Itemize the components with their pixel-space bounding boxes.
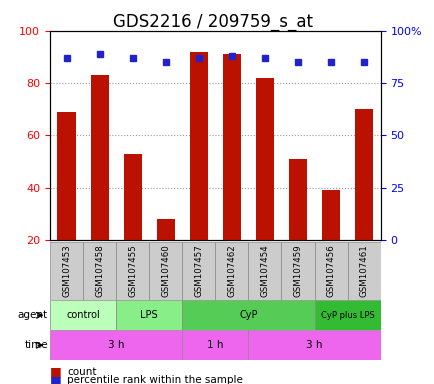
Text: CyP: CyP [239, 310, 257, 320]
Bar [116, 300, 182, 330]
Bar [50, 300, 116, 330]
Bar [50, 242, 83, 300]
Bar [314, 242, 347, 300]
Text: GSM107453: GSM107453 [62, 244, 71, 297]
Bar [182, 330, 248, 360]
Bar [288, 159, 306, 292]
Text: time: time [24, 340, 48, 350]
Bar [248, 330, 380, 360]
Text: GSM107458: GSM107458 [95, 244, 104, 297]
Text: GSM107461: GSM107461 [359, 244, 368, 297]
Text: GSM107460: GSM107460 [161, 244, 170, 297]
Text: GSM107459: GSM107459 [293, 244, 302, 297]
Text: GSM107462: GSM107462 [227, 244, 236, 297]
Text: GSM107457: GSM107457 [194, 244, 203, 297]
Bar [248, 242, 281, 300]
Text: 3 h: 3 h [108, 340, 124, 350]
Bar [57, 112, 76, 292]
Text: 1 h: 1 h [207, 340, 223, 350]
Text: 3 h: 3 h [306, 340, 322, 350]
Text: GSM107455: GSM107455 [128, 244, 137, 297]
Text: CyP plus LPS: CyP plus LPS [320, 311, 374, 320]
Bar [182, 300, 314, 330]
Bar [354, 109, 372, 292]
Bar [116, 242, 149, 300]
Text: ■: ■ [50, 374, 62, 384]
Bar [83, 242, 116, 300]
Bar [215, 242, 248, 300]
Text: percentile rank within the sample: percentile rank within the sample [67, 375, 243, 384]
Bar [50, 330, 182, 360]
Bar [314, 300, 380, 330]
Bar [321, 190, 339, 292]
Bar [123, 154, 141, 292]
Text: LPS: LPS [140, 310, 158, 320]
Text: GDS2216 / 209759_s_at: GDS2216 / 209759_s_at [113, 13, 312, 31]
Text: count: count [67, 367, 97, 377]
Bar [255, 78, 273, 292]
Bar [156, 219, 174, 292]
Text: ■: ■ [50, 365, 62, 378]
Bar [189, 51, 207, 292]
Bar [182, 242, 215, 300]
Bar [222, 54, 240, 292]
Text: agent: agent [18, 310, 48, 320]
Bar [90, 75, 108, 292]
Text: control: control [66, 310, 100, 320]
Text: GSM107456: GSM107456 [326, 244, 335, 297]
Bar [347, 242, 380, 300]
Bar [149, 242, 182, 300]
Bar [281, 242, 314, 300]
Text: GSM107454: GSM107454 [260, 244, 269, 297]
